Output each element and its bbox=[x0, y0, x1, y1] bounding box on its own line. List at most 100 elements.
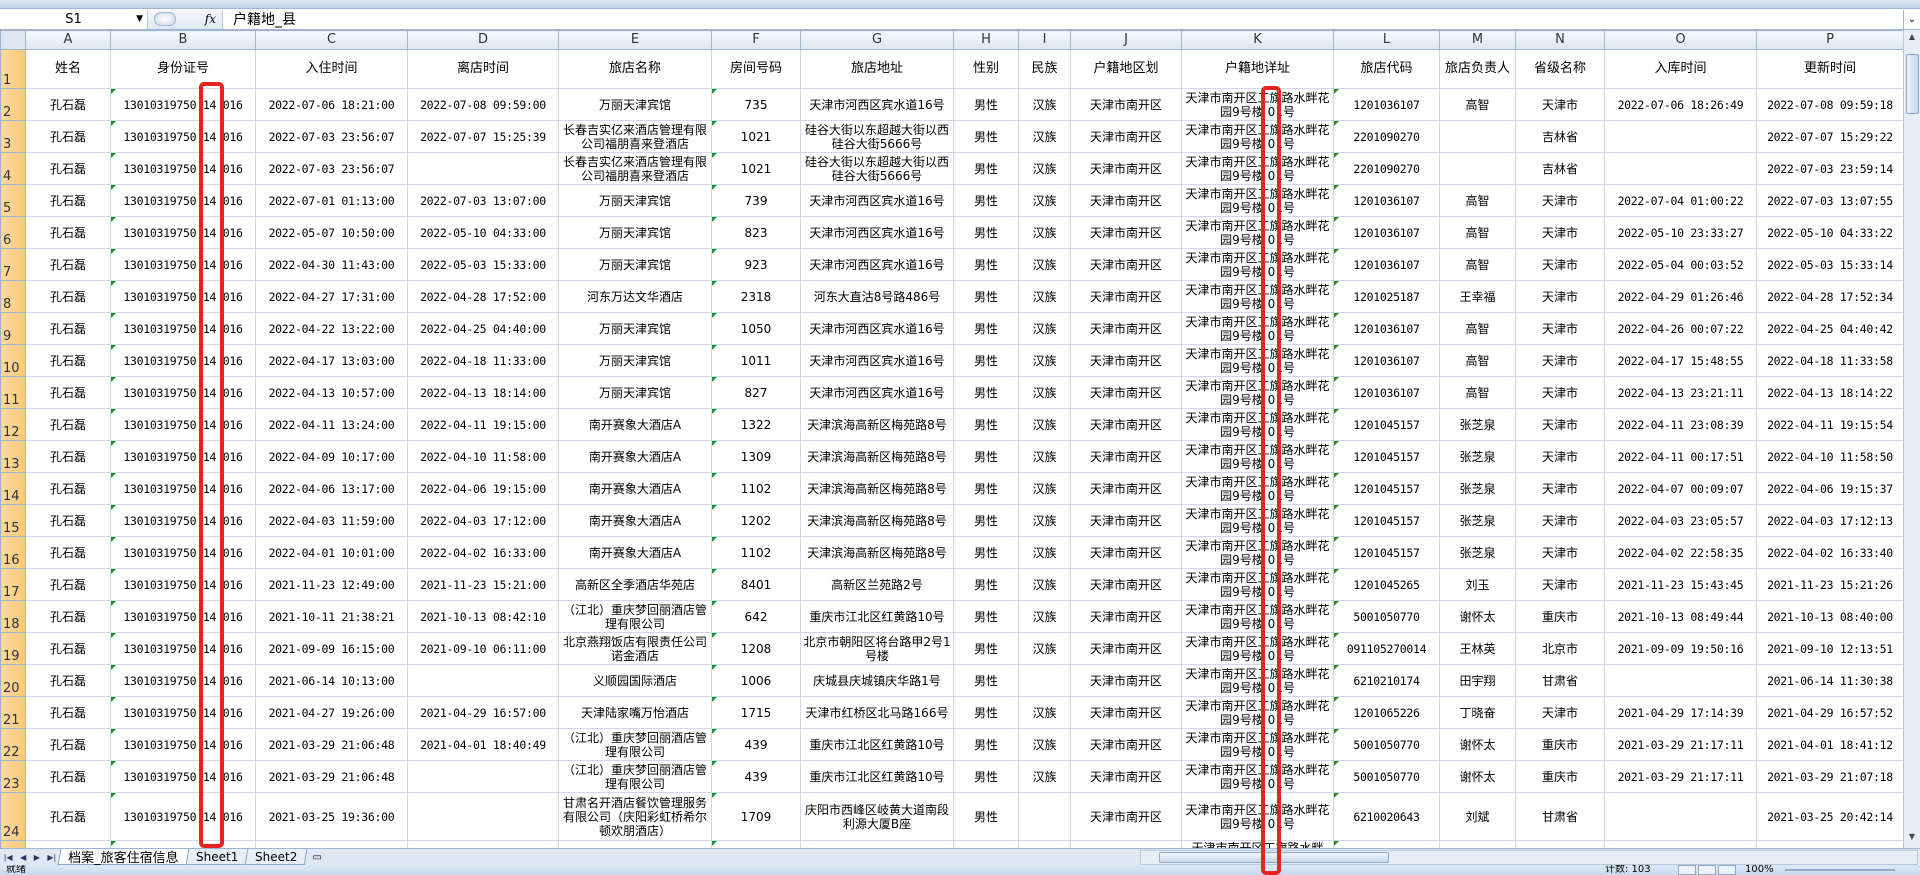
horizontal-scroll-thumb[interactable] bbox=[1159, 852, 1389, 863]
cell-E[interactable]: 北京燕翔饭店有限责任公司诺金酒店 bbox=[558, 632, 712, 665]
row-header[interactable]: 9 bbox=[0, 312, 26, 345]
cell-D[interactable]: 2021-09-10 06:11:00 bbox=[407, 632, 559, 665]
cell-B[interactable]: 13010319750 14 016 bbox=[110, 248, 256, 281]
cell-B[interactable]: 13010319750 14 016 bbox=[110, 408, 256, 441]
cell-F[interactable]: 1021 bbox=[711, 120, 801, 153]
cell-E[interactable]: 义顺园国际酒店 bbox=[558, 664, 712, 697]
row-header[interactable]: 6 bbox=[0, 216, 26, 249]
cell-F[interactable]: 823 bbox=[711, 216, 801, 249]
cell-J[interactable]: 天津市南开区 bbox=[1070, 536, 1182, 569]
cell-F[interactable]: 923 bbox=[711, 248, 801, 281]
cell-D[interactable]: 2022-04-25 04:40:00 bbox=[407, 312, 559, 345]
cell-O[interactable]: 2022-04-26 00:07:22 bbox=[1604, 312, 1757, 345]
cell-M[interactable]: 刘玉 bbox=[1439, 568, 1516, 601]
row-header[interactable]: 13 bbox=[0, 440, 26, 473]
cell-M[interactable]: 张芝泉 bbox=[1439, 408, 1516, 441]
header-cell[interactable]: 旅店负责人 bbox=[1439, 49, 1516, 89]
cell-M[interactable]: 高智 bbox=[1439, 88, 1516, 121]
cell-N[interactable] bbox=[1515, 840, 1605, 848]
cell-F[interactable]: 1709 bbox=[711, 792, 801, 841]
cell-G[interactable]: 天津滨海高新区梅苑路8号 bbox=[800, 440, 954, 473]
cell-J[interactable]: 天津市南开区 bbox=[1070, 408, 1182, 441]
vertical-scrollbar[interactable]: ▲ ▼ bbox=[1903, 30, 1920, 848]
row-header[interactable]: 1 bbox=[0, 49, 26, 89]
cell-M[interactable]: 高智 bbox=[1439, 344, 1516, 377]
cell-H[interactable]: 男性 bbox=[953, 760, 1019, 793]
cell-H[interactable]: 男性 bbox=[953, 600, 1019, 633]
cell-B[interactable]: 13010319750 14 016 bbox=[110, 536, 256, 569]
cell-E[interactable]: （江北）重庆梦回丽酒店管理有限公司 bbox=[558, 728, 712, 761]
cell-G[interactable]: 天津市河西区宾水道16号 bbox=[800, 216, 954, 249]
cell-K[interactable]: 天津市南开区工旗路水畔花园9号楼 01号 bbox=[1181, 568, 1334, 601]
cell-P[interactable] bbox=[1756, 840, 1903, 848]
cell-A[interactable]: 孔石磊 bbox=[25, 152, 111, 185]
cell-J[interactable]: 天津市南开区 bbox=[1070, 280, 1182, 313]
cell-J[interactable]: 天津市南开区 bbox=[1070, 184, 1182, 217]
insert-function-icon[interactable]: fx bbox=[204, 12, 216, 26]
cell-A[interactable]: 孔石磊 bbox=[25, 568, 111, 601]
cell-K[interactable]: 天津市南开区工旗路水畔花园9号楼 01号 bbox=[1181, 312, 1334, 345]
cell-P[interactable]: 2022-07-07 15:29:22 bbox=[1756, 120, 1903, 153]
cell-D[interactable]: 2022-07-03 13:07:00 bbox=[407, 184, 559, 217]
cell-C[interactable]: 2022-05-07 10:50:00 bbox=[255, 216, 408, 249]
cell-E[interactable]: 南开赛象大酒店A bbox=[558, 440, 712, 473]
header-cell[interactable]: 旅店名称 bbox=[558, 49, 712, 89]
cell-L[interactable]: 1201045157 bbox=[1333, 504, 1440, 537]
select-all-button[interactable] bbox=[0, 30, 26, 50]
column-header-N[interactable]: N bbox=[1515, 30, 1605, 50]
cell-C[interactable]: 2022-04-03 11:59:00 bbox=[255, 504, 408, 537]
cell-E[interactable]: 长春吉实亿来酒店管理有限公司福朋喜来登酒店 bbox=[558, 120, 712, 153]
cell-N[interactable]: 天津市 bbox=[1515, 568, 1605, 601]
cell-N[interactable]: 天津市 bbox=[1515, 216, 1605, 249]
cell-N[interactable]: 天津市 bbox=[1515, 88, 1605, 121]
cell-J[interactable]: 天津市南开区 bbox=[1070, 376, 1182, 409]
row-header[interactable]: 24 bbox=[0, 792, 26, 841]
header-cell[interactable]: 姓名 bbox=[25, 49, 111, 89]
cell-C[interactable]: 2022-04-30 11:43:00 bbox=[255, 248, 408, 281]
cell-P[interactable]: 2022-07-08 09:59:18 bbox=[1756, 88, 1903, 121]
cell-B[interactable]: 13010319750 14 016 bbox=[110, 344, 256, 377]
cell-B[interactable]: 13010319750 14 016 bbox=[110, 664, 256, 697]
cell-I[interactable]: 汉族 bbox=[1018, 760, 1071, 793]
cell-E[interactable]: 万丽天津宾馆 bbox=[558, 184, 712, 217]
cell-D[interactable]: 2022-04-03 17:12:00 bbox=[407, 504, 559, 537]
cell-O[interactable]: 2022-04-17 15:48:55 bbox=[1604, 344, 1757, 377]
sheet-tab-sheet2[interactable]: Sheet2 bbox=[244, 849, 308, 865]
cell-A[interactable]: 孔石磊 bbox=[25, 344, 111, 377]
cell-L[interactable]: 1201025187 bbox=[1333, 280, 1440, 313]
cell-D[interactable]: 2022-05-03 15:33:00 bbox=[407, 248, 559, 281]
cell-O[interactable]: 2021-03-29 21:17:11 bbox=[1604, 728, 1757, 761]
cell-E[interactable]: 天津陆家嘴万怡酒店 bbox=[558, 696, 712, 729]
cell-P[interactable]: 2022-07-03 23:59:14 bbox=[1756, 152, 1903, 185]
cell-I[interactable]: 汉族 bbox=[1018, 504, 1071, 537]
cell-I[interactable] bbox=[1018, 792, 1071, 841]
cell-G[interactable] bbox=[800, 840, 954, 848]
cell-J[interactable]: 天津市南开区 bbox=[1070, 152, 1182, 185]
row-header[interactable]: 14 bbox=[0, 472, 26, 505]
cell-O[interactable] bbox=[1604, 664, 1757, 697]
cell-O[interactable]: 2022-05-04 00:03:52 bbox=[1604, 248, 1757, 281]
cell-F[interactable]: 1006 bbox=[711, 664, 801, 697]
cell-F[interactable]: 642 bbox=[711, 600, 801, 633]
cell-O[interactable]: 2022-04-11 00:17:51 bbox=[1604, 440, 1757, 473]
cell-P[interactable]: 2021-06-14 11:30:38 bbox=[1756, 664, 1903, 697]
cell-M[interactable]: 高智 bbox=[1439, 312, 1516, 345]
cell-L[interactable]: 2201090270 bbox=[1333, 120, 1440, 153]
cell-J[interactable]: 天津市南开区 bbox=[1070, 216, 1182, 249]
cell-H[interactable]: 男性 bbox=[953, 248, 1019, 281]
cell-I[interactable]: 汉族 bbox=[1018, 376, 1071, 409]
normal-view-icon[interactable] bbox=[1678, 865, 1696, 875]
cell-F[interactable]: 827 bbox=[711, 376, 801, 409]
cell-B[interactable]: 13010319750 14 016 bbox=[110, 472, 256, 505]
cell-K[interactable]: 天津市南开区工旗路水畔花园9号楼 01号 bbox=[1181, 88, 1334, 121]
header-cell[interactable]: 性别 bbox=[953, 49, 1019, 89]
cell-C[interactable] bbox=[255, 840, 408, 848]
formula-input[interactable]: 户籍地_县 bbox=[233, 12, 296, 28]
cell-P[interactable]: 2022-04-25 04:40:42 bbox=[1756, 312, 1903, 345]
expand-formula-bar-icon[interactable]: ⌄ bbox=[1903, 9, 1920, 29]
name-box[interactable]: S1 ▼ bbox=[0, 9, 148, 29]
vertical-scroll-thumb[interactable] bbox=[1906, 54, 1919, 114]
cell-M[interactable] bbox=[1439, 120, 1516, 153]
cell-D[interactable]: 2022-07-07 15:25:39 bbox=[407, 120, 559, 153]
cell-H[interactable]: 男性 bbox=[953, 536, 1019, 569]
